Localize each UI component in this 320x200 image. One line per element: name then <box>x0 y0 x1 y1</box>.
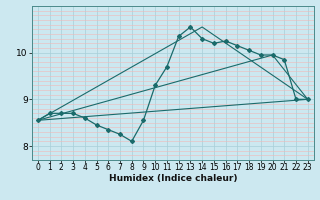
X-axis label: Humidex (Indice chaleur): Humidex (Indice chaleur) <box>108 174 237 183</box>
